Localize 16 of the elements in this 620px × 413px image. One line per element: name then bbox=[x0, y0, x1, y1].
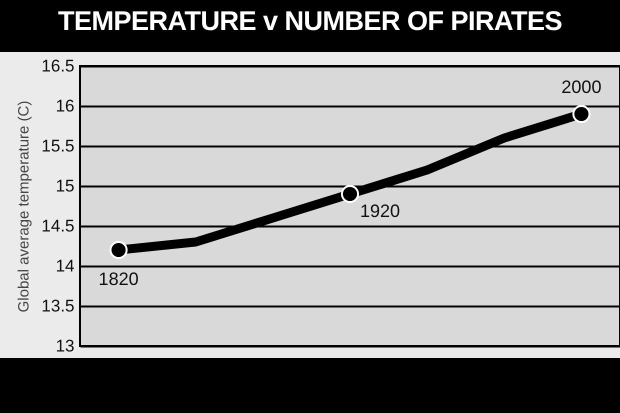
y-tick-label: 16 bbox=[56, 96, 74, 116]
y-tick-label: 14 bbox=[56, 256, 74, 276]
chart-title: TEMPERATURE v NUMBER OF PIRATES bbox=[56, 6, 564, 37]
annotation: 1920 bbox=[360, 201, 400, 221]
y-tick-label: 13.5 bbox=[41, 296, 74, 316]
point bbox=[572, 104, 590, 124]
annotation: 2000 bbox=[561, 77, 602, 97]
annotation: 1820 bbox=[98, 269, 139, 289]
y-tick-label: 15 bbox=[56, 176, 74, 196]
y-tick-label: 13 bbox=[56, 336, 74, 356]
y-axis-title: Global average temperature (C) bbox=[15, 100, 32, 312]
y-tick-label: 15.5 bbox=[41, 136, 74, 156]
point bbox=[110, 240, 128, 260]
point bbox=[340, 184, 360, 204]
y-tick-label: 14.5 bbox=[41, 216, 74, 236]
y-tick-label: 16.5 bbox=[41, 56, 74, 76]
